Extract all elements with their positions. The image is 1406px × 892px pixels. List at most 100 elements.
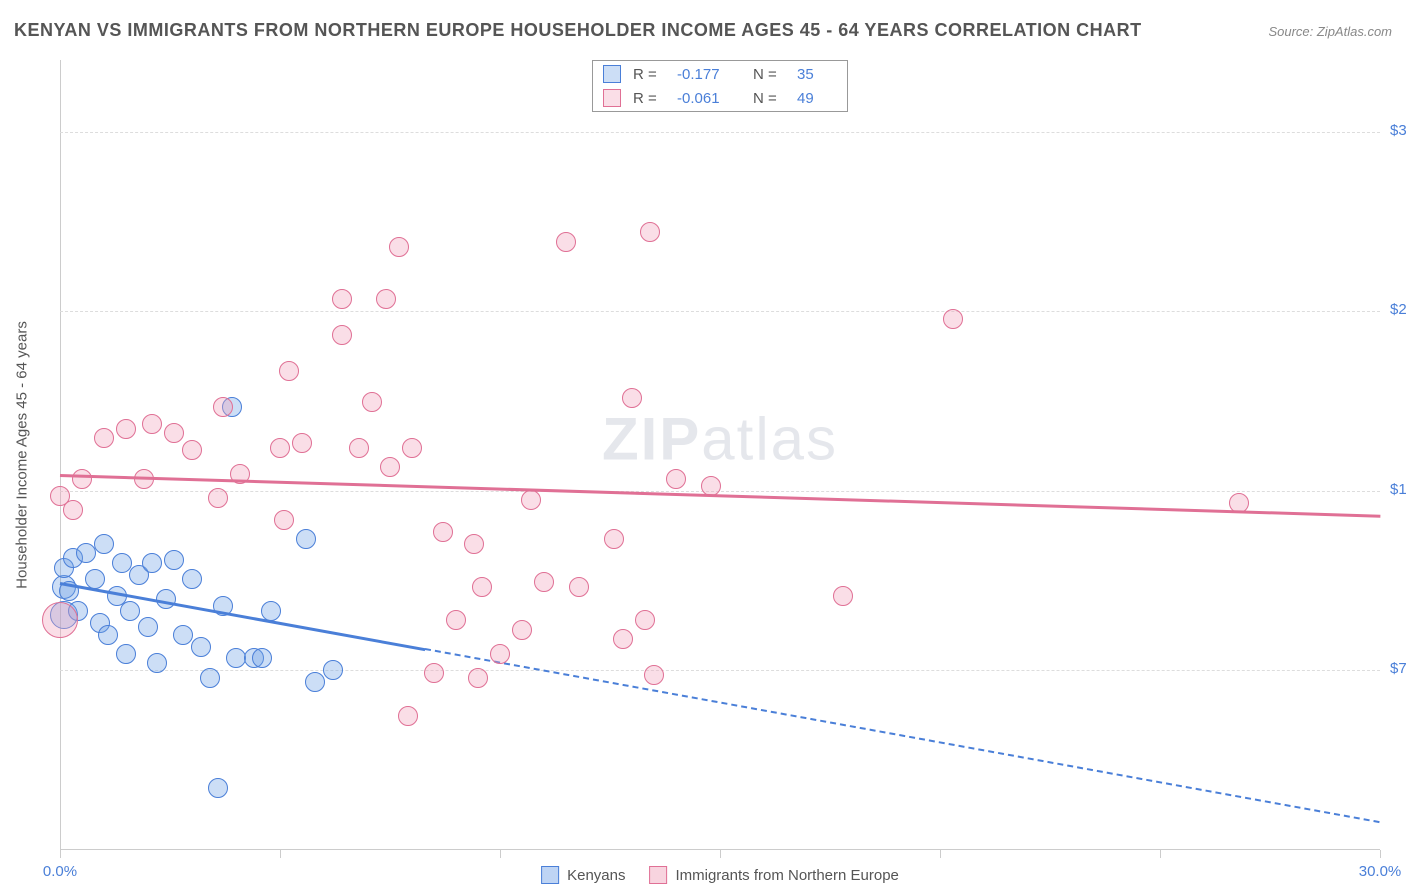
scatter-point (252, 648, 272, 668)
scatter-point (613, 629, 633, 649)
scatter-point (534, 572, 554, 592)
chart-area: Householder Income Ages 45 - 64 years ZI… (60, 60, 1380, 850)
scatter-point (332, 289, 352, 309)
gridline-h (60, 132, 1380, 133)
gridline-h (60, 311, 1380, 312)
scatter-point (98, 625, 118, 645)
scatter-point (644, 665, 664, 685)
legend-r-value: -0.061 (677, 90, 747, 107)
scatter-point (173, 625, 193, 645)
scatter-point (292, 433, 312, 453)
x-tick-label: 30.0% (1359, 863, 1402, 880)
gridline-h (60, 491, 1380, 492)
scatter-point (208, 778, 228, 798)
scatter-point (63, 500, 83, 520)
scatter-point (622, 388, 642, 408)
scatter-point (332, 325, 352, 345)
legend-r-value: -0.177 (677, 66, 747, 83)
scatter-point (472, 577, 492, 597)
scatter-point (556, 232, 576, 252)
scatter-point (142, 414, 162, 434)
scatter-point (943, 309, 963, 329)
scatter-point (138, 617, 158, 637)
x-tick (60, 850, 61, 858)
source-label: Source: ZipAtlas.com (1268, 24, 1392, 39)
y-axis-title: Householder Income Ages 45 - 64 years (14, 321, 31, 589)
scatter-point (433, 522, 453, 542)
legend-n-value: 49 (797, 90, 837, 107)
scatter-point (424, 663, 444, 683)
scatter-point (42, 602, 78, 638)
legend-n-value: 35 (797, 66, 837, 83)
scatter-point (182, 440, 202, 460)
scatter-point (833, 586, 853, 606)
legend-swatch (649, 866, 667, 884)
x-tick-label: 0.0% (43, 863, 77, 880)
scatter-point (94, 534, 114, 554)
scatter-point (468, 668, 488, 688)
gridline-h (60, 670, 1380, 671)
scatter-point (640, 222, 660, 242)
watermark-bold: ZIP (602, 406, 701, 473)
legend-label: Kenyans (567, 867, 625, 884)
scatter-point (490, 644, 510, 664)
x-tick (500, 850, 501, 858)
watermark: ZIPatlas (602, 405, 838, 474)
scatter-point (116, 644, 136, 664)
legend-swatch (541, 866, 559, 884)
legend-swatch (603, 89, 621, 107)
scatter-point (464, 534, 484, 554)
legend-label: Immigrants from Northern Europe (675, 867, 898, 884)
y-tick-label: $75,000 (1390, 660, 1406, 677)
x-tick (720, 850, 721, 858)
scatter-point (604, 529, 624, 549)
scatter-point (120, 601, 140, 621)
legend-n-label: N = (753, 90, 791, 107)
x-tick (280, 850, 281, 858)
chart-header: KENYAN VS IMMIGRANTS FROM NORTHERN EUROP… (14, 20, 1392, 41)
scatter-point (191, 637, 211, 657)
x-tick (940, 850, 941, 858)
scatter-point (270, 438, 290, 458)
legend-n-label: N = (753, 66, 791, 83)
scatter-point (182, 569, 202, 589)
scatter-point (142, 553, 162, 573)
chart-title: KENYAN VS IMMIGRANTS FROM NORTHERN EUROP… (14, 20, 1142, 41)
scatter-point (116, 419, 136, 439)
legend-r-label: R = (633, 66, 671, 83)
x-tick (1380, 850, 1381, 858)
watermark-light: atlas (701, 406, 838, 473)
scatter-point (402, 438, 422, 458)
correlation-legend: R = -0.177 N = 35 R = -0.061 N = 49 (592, 60, 848, 112)
scatter-point (362, 392, 382, 412)
series-legend: Kenyans Immigrants from Northern Europe (541, 866, 899, 884)
scatter-point (446, 610, 466, 630)
scatter-point (323, 660, 343, 680)
scatter-point (94, 428, 114, 448)
scatter-point (380, 457, 400, 477)
scatter-point (296, 529, 316, 549)
scatter-point (349, 438, 369, 458)
scatter-point (279, 361, 299, 381)
scatter-point (164, 423, 184, 443)
x-tick (1160, 850, 1161, 858)
y-tick-label: $300,000 (1390, 122, 1406, 139)
scatter-point (112, 553, 132, 573)
scatter-point (398, 706, 418, 726)
scatter-point (521, 490, 541, 510)
legend-swatch (603, 65, 621, 83)
scatter-point (635, 610, 655, 630)
scatter-point (72, 469, 92, 489)
scatter-point (389, 237, 409, 257)
scatter-point (376, 289, 396, 309)
legend-item: Immigrants from Northern Europe (649, 866, 898, 884)
scatter-point (147, 653, 167, 673)
scatter-point (261, 601, 281, 621)
scatter-point (208, 488, 228, 508)
scatter-point (569, 577, 589, 597)
y-tick-label: $225,000 (1390, 301, 1406, 318)
scatter-point (200, 668, 220, 688)
scatter-point (512, 620, 532, 640)
legend-r-label: R = (633, 90, 671, 107)
legend-item: Kenyans (541, 866, 625, 884)
